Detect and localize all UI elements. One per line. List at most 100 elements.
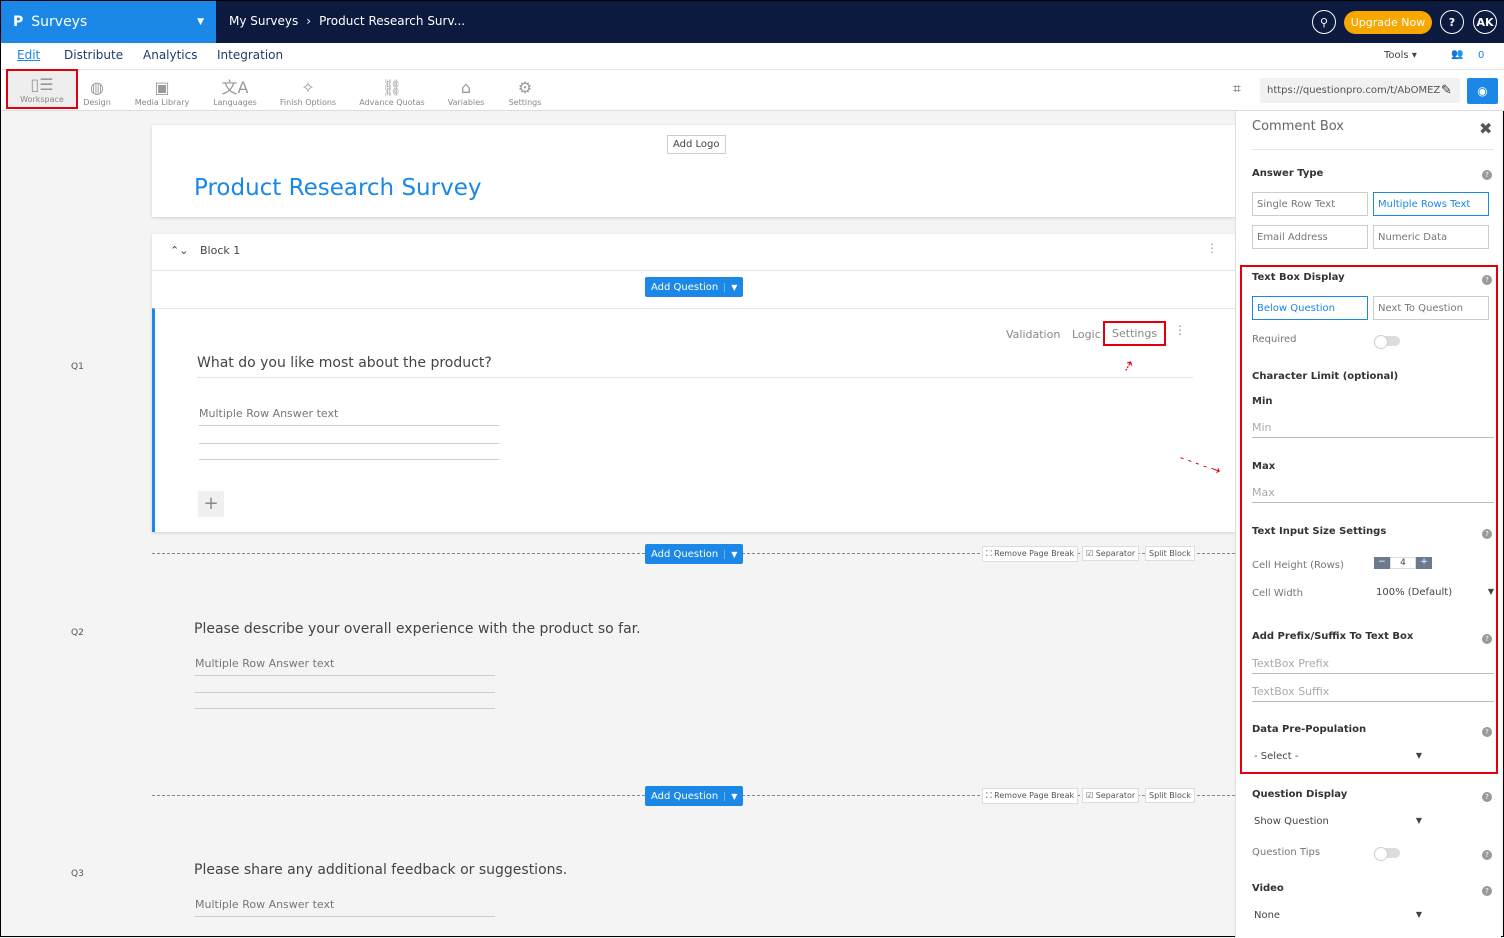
main-nav bbox=[1, 43, 1504, 70]
split-block-button[interactable]: Split Block bbox=[1145, 788, 1195, 803]
collapse-icon[interactable]: ⌃⌄ bbox=[170, 244, 189, 257]
tab-analytics[interactable]: Analytics bbox=[143, 48, 198, 62]
edit-pencil-icon[interactable]: ✎ bbox=[1441, 83, 1452, 98]
separator-button[interactable]: ☑ Separator bbox=[1082, 788, 1140, 803]
display-below-question[interactable]: Below Question bbox=[1252, 296, 1368, 320]
collaborators-icon[interactable]: 👥 bbox=[1451, 49, 1464, 60]
block-card: ⌃⌄ Block 1 ⋮ Add Question ▼ Validation Lo… bbox=[152, 234, 1235, 532]
tool-workspace[interactable]: ▯☰ Workspace bbox=[6, 69, 78, 109]
help-icon[interactable]: ? bbox=[1440, 10, 1464, 34]
remove-page-break-button[interactable]: ⛶ Remove Page Break bbox=[982, 546, 1079, 562]
remove-page-break-button[interactable]: ⛶ Remove Page Break bbox=[982, 788, 1079, 804]
survey-url-field[interactable]: https://questionpro.com/t/AbOMEZ8 bbox=[1260, 78, 1460, 103]
plus-icon[interactable]: + bbox=[1416, 557, 1432, 569]
question-display-select[interactable]: Show Question ▼ bbox=[1254, 816, 1422, 827]
max-input[interactable]: Max bbox=[1252, 486, 1494, 503]
tool-settings[interactable]: ⚙ Settings bbox=[508, 78, 542, 107]
help-icon[interactable]: ? bbox=[1482, 634, 1492, 644]
block-title: Block 1 bbox=[200, 244, 241, 257]
required-toggle[interactable] bbox=[1374, 336, 1400, 346]
answer-placeholder[interactable]: Multiple Row Answer text bbox=[195, 657, 495, 676]
min-input[interactable]: Min bbox=[1252, 421, 1494, 438]
preview-eye-icon[interactable]: ◉ bbox=[1467, 78, 1498, 104]
answer-type-email[interactable]: Email Address bbox=[1252, 225, 1368, 249]
close-icon[interactable]: ✖ bbox=[1479, 119, 1493, 138]
prefix-input[interactable]: TextBox Prefix bbox=[1252, 657, 1494, 674]
logic-link[interactable]: Logic bbox=[1072, 328, 1101, 341]
app-name: Surveys bbox=[31, 14, 88, 30]
help-icon[interactable]: ? bbox=[1482, 275, 1492, 285]
answer-placeholder[interactable]: Multiple Row Answer text bbox=[199, 407, 499, 426]
question-tips-toggle[interactable] bbox=[1374, 848, 1400, 858]
qr-code-icon[interactable]: ⌗ bbox=[1233, 81, 1241, 97]
minus-icon[interactable]: − bbox=[1374, 557, 1390, 569]
video-select[interactable]: None ▼ bbox=[1254, 910, 1422, 921]
breadcrumb-my-surveys[interactable]: My Surveys bbox=[229, 14, 299, 28]
question-number: Q2 bbox=[71, 628, 84, 638]
logo-icon: P bbox=[13, 14, 24, 30]
tool-finish-options[interactable]: ✧ Finish Options bbox=[279, 78, 337, 107]
survey-header-card: Add Logo Product Research Survey bbox=[152, 125, 1235, 217]
tab-integration[interactable]: Integration bbox=[217, 48, 284, 62]
help-icon[interactable]: ? bbox=[1482, 792, 1492, 802]
workspace-icon: ▯☰ bbox=[30, 75, 54, 94]
question-text[interactable]: Please describe your overall experience … bbox=[194, 621, 641, 637]
question-text[interactable]: What do you like most about the product? bbox=[197, 355, 1193, 378]
tab-distribute[interactable]: Distribute bbox=[64, 48, 124, 62]
answer-placeholder[interactable]: Multiple Row Answer text bbox=[195, 898, 495, 917]
tool-variables[interactable]: ⌂ Variables bbox=[447, 78, 485, 107]
avatar[interactable]: AK bbox=[1473, 10, 1497, 34]
upgrade-button[interactable]: Upgrade Now bbox=[1344, 11, 1432, 34]
help-icon[interactable]: ? bbox=[1482, 727, 1492, 737]
validation-link[interactable]: Validation bbox=[1006, 328, 1061, 341]
question-display-label: Question Display bbox=[1252, 789, 1348, 800]
help-icon[interactable]: ? bbox=[1482, 850, 1492, 860]
answer-type-single-row[interactable]: Single Row Text bbox=[1252, 192, 1368, 216]
page-break: Add Question ▼ ⛶ Remove Page Break ☑ Sepa… bbox=[152, 544, 1235, 564]
required-label: Required bbox=[1252, 334, 1297, 345]
question-q1[interactable]: Validation Logic Settings ⋮ ⇡ What do yo… bbox=[152, 308, 1235, 532]
add-logo-button[interactable]: Add Logo bbox=[667, 135, 726, 154]
add-question-button[interactable]: Add Question ▼ bbox=[645, 544, 744, 564]
tool-design[interactable]: ◍ Design bbox=[83, 78, 111, 107]
cell-width-select[interactable]: 100% (Default) ▼ bbox=[1376, 587, 1494, 598]
magic-wand-icon: ✧ bbox=[301, 78, 315, 97]
prefix-suffix-label: Add Prefix/Suffix To Text Box bbox=[1252, 631, 1414, 642]
help-icon[interactable]: ? bbox=[1482, 529, 1492, 539]
tab-edit[interactable]: Edit bbox=[17, 48, 41, 62]
split-block-button[interactable]: Split Block bbox=[1145, 546, 1195, 561]
cell-width-label: Cell Width bbox=[1252, 588, 1303, 599]
answer-type-numeric[interactable]: Numeric Data bbox=[1373, 225, 1489, 249]
app-switcher[interactable]: P Surveys ▼ bbox=[1, 1, 216, 43]
question-text[interactable]: Please share any additional feedback or … bbox=[194, 862, 568, 878]
survey-title[interactable]: Product Research Survey bbox=[194, 175, 482, 201]
settings-link[interactable]: Settings bbox=[1103, 321, 1167, 346]
search-icon[interactable]: ⚲ bbox=[1312, 10, 1336, 34]
video-label: Video bbox=[1252, 883, 1284, 894]
block-menu-icon[interactable]: ⋮ bbox=[1206, 241, 1218, 255]
link-icon: ⛓ bbox=[381, 78, 403, 97]
help-icon[interactable]: ? bbox=[1482, 886, 1492, 896]
add-icon[interactable]: + bbox=[198, 491, 224, 517]
suffix-input[interactable]: TextBox Suffix bbox=[1252, 685, 1494, 702]
tool-advance-quotas[interactable]: ⛓ Advance Quotas bbox=[359, 78, 425, 107]
separator-button[interactable]: ☑ Separator bbox=[1082, 546, 1140, 561]
breadcrumb-current: Product Research Surv... bbox=[319, 14, 466, 28]
answer-type-multiple-rows[interactable]: Multiple Rows Text bbox=[1373, 192, 1489, 216]
text-box-display-label: Text Box Display bbox=[1252, 272, 1345, 283]
panel-title: Comment Box bbox=[1252, 119, 1344, 134]
add-question-button[interactable]: Add Question ▼ bbox=[645, 277, 744, 297]
add-question-button[interactable]: Add Question ▼ bbox=[645, 786, 744, 806]
tool-media-library[interactable]: ▣ Media Library bbox=[134, 78, 190, 107]
image-icon: ▣ bbox=[154, 78, 170, 97]
help-icon[interactable]: ? bbox=[1482, 170, 1492, 180]
toolbar bbox=[1, 70, 1504, 111]
page-break: Add Question ▼ ⛶ Remove Page Break ☑ Sepa… bbox=[152, 786, 1235, 806]
chevron-down-icon: ▼ bbox=[197, 17, 204, 27]
display-next-to-question[interactable]: Next To Question bbox=[1373, 296, 1489, 320]
prepop-select[interactable]: - Select - ▼ bbox=[1254, 751, 1422, 762]
cell-height-stepper[interactable]: −4 + bbox=[1374, 557, 1432, 569]
question-menu-icon[interactable]: ⋮ bbox=[1174, 323, 1186, 337]
tools-menu[interactable]: Tools ▾ bbox=[1384, 50, 1417, 61]
tool-languages[interactable]: 文A Languages bbox=[213, 78, 257, 107]
